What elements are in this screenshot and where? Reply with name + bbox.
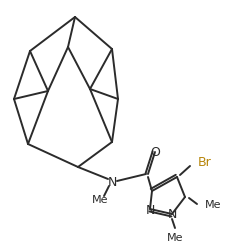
Text: N: N xyxy=(107,175,117,188)
Text: N: N xyxy=(145,203,155,216)
Text: O: O xyxy=(150,146,160,159)
Text: Me: Me xyxy=(92,194,108,204)
Text: Br: Br xyxy=(198,156,212,169)
Text: Me: Me xyxy=(167,232,183,242)
Text: N: N xyxy=(167,208,177,220)
Text: Me: Me xyxy=(205,199,222,209)
